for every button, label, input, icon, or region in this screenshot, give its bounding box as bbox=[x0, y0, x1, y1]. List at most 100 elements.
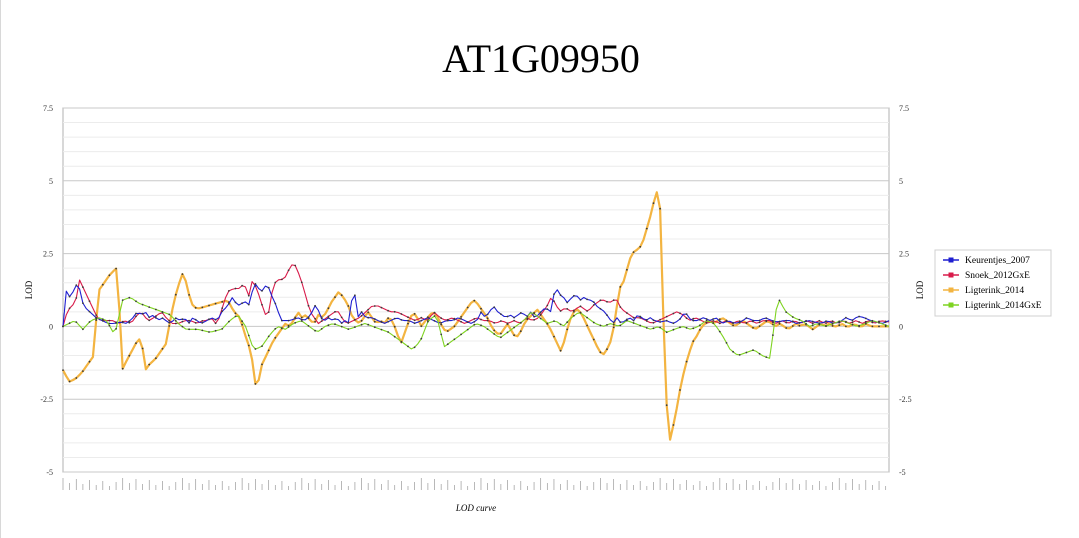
data-point bbox=[752, 349, 754, 351]
data-point bbox=[95, 317, 98, 320]
data-point bbox=[460, 318, 462, 320]
data-point bbox=[194, 306, 197, 309]
data-point bbox=[599, 351, 602, 354]
data-point bbox=[685, 313, 688, 315]
y-axis-label: LOD bbox=[24, 280, 34, 299]
data-point bbox=[679, 318, 681, 320]
data-point bbox=[82, 328, 84, 331]
data-point bbox=[367, 323, 370, 326]
data-point bbox=[427, 320, 429, 323]
data-point bbox=[327, 324, 330, 327]
data-point bbox=[155, 315, 157, 317]
data-point bbox=[553, 320, 555, 322]
data-point bbox=[632, 322, 635, 324]
data-point bbox=[858, 324, 860, 327]
data-point bbox=[864, 317, 867, 320]
data-point bbox=[553, 335, 555, 338]
data-point bbox=[287, 319, 290, 322]
data-point bbox=[135, 342, 137, 345]
data-point bbox=[878, 321, 880, 324]
data-point bbox=[871, 321, 874, 324]
data-point bbox=[168, 313, 171, 316]
data-point bbox=[825, 322, 827, 324]
data-point bbox=[513, 326, 515, 329]
data-point bbox=[573, 309, 575, 312]
data-point bbox=[473, 323, 476, 326]
data-point bbox=[68, 307, 71, 310]
data-point bbox=[652, 327, 655, 330]
data-point bbox=[420, 325, 423, 327]
data-point bbox=[791, 320, 794, 323]
data-point bbox=[334, 323, 336, 326]
data-point bbox=[811, 324, 814, 327]
data-point bbox=[725, 342, 728, 344]
data-point bbox=[473, 318, 476, 320]
data-point bbox=[174, 320, 177, 322]
data-point bbox=[599, 324, 602, 327]
y-tick-label: 7.5 bbox=[43, 104, 53, 113]
data-point bbox=[221, 307, 224, 310]
data-point bbox=[652, 202, 655, 205]
data-point bbox=[407, 322, 409, 325]
data-point bbox=[188, 319, 191, 322]
data-point bbox=[778, 322, 781, 325]
x-axis-label: LOD curve bbox=[455, 503, 496, 513]
data-point bbox=[393, 335, 396, 338]
data-point bbox=[692, 327, 695, 330]
data-point bbox=[758, 321, 761, 324]
data-point bbox=[168, 319, 171, 322]
data-point bbox=[320, 328, 323, 330]
data-point bbox=[645, 319, 648, 321]
data-point bbox=[533, 315, 535, 318]
data-point bbox=[247, 344, 250, 347]
legend-label-snoek-2012gxe: Snoek_2012GxE bbox=[965, 271, 1030, 281]
legend-marker-keurentjes-2007 bbox=[948, 257, 954, 263]
data-point bbox=[174, 322, 177, 325]
legend-label-ligterink-2014: Ligterink_2014 bbox=[965, 286, 1024, 296]
data-point bbox=[354, 326, 356, 328]
data-point bbox=[460, 320, 462, 323]
data-point bbox=[221, 328, 224, 330]
data-point bbox=[533, 312, 535, 315]
data-point bbox=[619, 324, 622, 327]
data-point bbox=[712, 318, 715, 320]
data-point bbox=[314, 317, 316, 320]
data-point bbox=[300, 316, 303, 319]
data-point bbox=[838, 320, 841, 323]
data-point bbox=[241, 323, 244, 326]
data-point bbox=[506, 322, 509, 325]
data-point bbox=[811, 322, 814, 325]
data-point bbox=[878, 325, 880, 328]
data-point bbox=[453, 318, 456, 321]
y-axis-left: -5 -2.5 0 2.5 5 7.5 bbox=[40, 104, 53, 477]
data-point bbox=[141, 303, 144, 306]
data-point bbox=[592, 301, 595, 303]
data-point bbox=[254, 283, 257, 285]
data-point bbox=[380, 321, 383, 323]
data-point bbox=[573, 294, 575, 297]
data-point bbox=[413, 322, 416, 325]
data-point bbox=[712, 320, 715, 322]
chart-title: AT1G09950 bbox=[442, 36, 640, 81]
data-point bbox=[831, 325, 834, 327]
data-point bbox=[480, 307, 482, 310]
data-point bbox=[672, 322, 675, 325]
data-point bbox=[679, 312, 681, 315]
data-point bbox=[261, 290, 263, 292]
y-tick-label-right: -2.5 bbox=[899, 395, 912, 404]
x-axis-ticks bbox=[62, 478, 887, 490]
data-point bbox=[68, 322, 71, 325]
data-point bbox=[287, 326, 290, 328]
data-point bbox=[732, 350, 734, 353]
data-point bbox=[732, 324, 734, 327]
data-point bbox=[831, 322, 834, 325]
data-point bbox=[208, 318, 210, 321]
y-tick-label-right: 7.5 bbox=[899, 104, 909, 113]
data-point bbox=[360, 314, 363, 317]
data-point bbox=[413, 319, 416, 322]
data-point bbox=[460, 316, 462, 318]
data-point bbox=[174, 293, 177, 296]
data-point bbox=[420, 316, 423, 319]
data-point bbox=[539, 314, 542, 316]
data-point bbox=[606, 348, 608, 351]
